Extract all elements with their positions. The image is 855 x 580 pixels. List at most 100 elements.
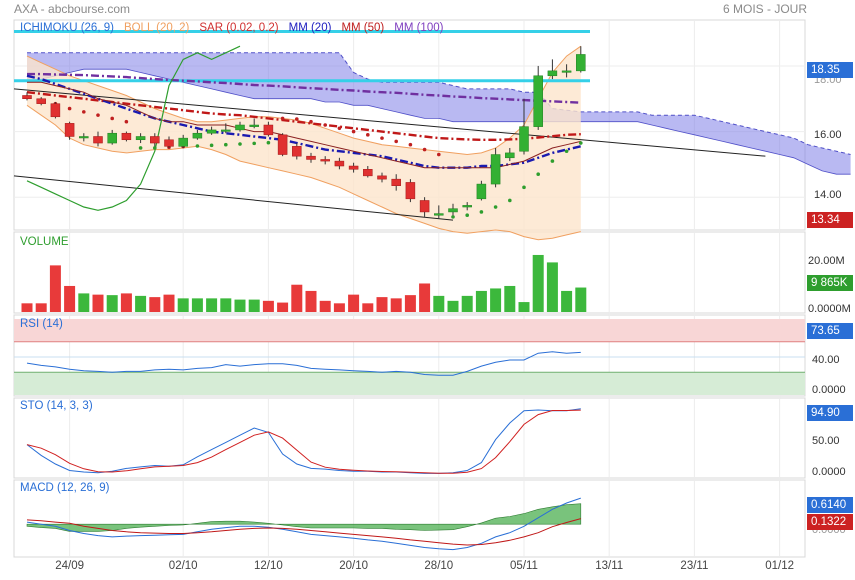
sar-dot [323, 123, 328, 127]
last-sto-tag: 94.90 [807, 405, 853, 421]
candle-body [121, 132, 132, 141]
candle-body [178, 137, 188, 147]
last-macd-signal-tag: 0.1322 [807, 514, 853, 530]
bollinger-band [27, 46, 581, 240]
sar-dot [124, 119, 129, 124]
candle-body [391, 178, 401, 186]
sar-dot [224, 142, 228, 147]
sar-dot [337, 126, 342, 131]
candle-body [519, 126, 529, 152]
legend-item-3[interactable]: MM (20) [288, 22, 332, 34]
candle-body [462, 205, 472, 208]
candle-body [505, 152, 515, 159]
sar-dot [82, 110, 86, 114]
volume-bar [376, 297, 388, 312]
candle-body [348, 165, 359, 170]
candle-body [533, 75, 543, 127]
legend-item-2[interactable]: SAR (0.02, 0.2) [199, 22, 279, 34]
volume-bar [518, 302, 530, 312]
volume-bar [191, 298, 203, 312]
sar-dot [252, 141, 256, 146]
last-rsi-tag: 73.65 [807, 323, 853, 339]
x-tick-label: 28/10 [424, 560, 454, 572]
panel-frame-macd [13, 479, 806, 558]
candle-body [93, 136, 103, 144]
volume-bar [532, 254, 544, 312]
legend-item-4[interactable]: MM (50) [341, 22, 385, 34]
sar-dot [579, 141, 583, 145]
bollinger-lower [26, 104, 581, 241]
volume-label: VOLUME [20, 236, 69, 248]
sar-dot [437, 152, 441, 157]
volume-bar [404, 295, 416, 312]
x-tick-label: 02/10 [168, 560, 198, 572]
rsi-overbought-zone [14, 319, 805, 342]
volume-bar [305, 290, 317, 312]
price-tick-14: 14.00 [814, 189, 842, 201]
candle-body [36, 98, 46, 104]
sar-dot [351, 129, 356, 134]
candle-body [135, 136, 146, 141]
legend-item-1[interactable]: BOLL (20, 2) [123, 22, 190, 34]
volume-bar [291, 284, 303, 312]
candle-body [150, 136, 160, 144]
candle-body [64, 123, 75, 137]
sar-dot [394, 139, 399, 144]
volume-bar [135, 295, 147, 312]
ichimoku-chikou [26, 45, 241, 211]
sar-dot [295, 117, 299, 121]
x-tick-label: 23/11 [680, 560, 709, 572]
price-tick-16: 16.00 [814, 129, 842, 141]
trendline-lower [13, 175, 454, 221]
panel-frame-price [13, 19, 806, 231]
sar-dot [550, 159, 555, 163]
trendline-upper [13, 88, 766, 157]
volume-bar [220, 298, 232, 312]
sar-dot [366, 133, 370, 137]
sar-dot [266, 140, 271, 145]
legend-item-5[interactable]: MM (100) [394, 22, 444, 34]
panel-frame-rsi [13, 314, 806, 397]
rsi-tick-40: 40.00 [812, 354, 840, 366]
candle-body [22, 95, 32, 99]
sar-dot [195, 144, 200, 148]
sar-dot [238, 142, 242, 146]
x-tick-label: 01/12 [765, 560, 794, 572]
sar-dot [493, 205, 498, 209]
sto-k-line [26, 408, 581, 474]
volume-bar [262, 300, 274, 312]
volume-bar [120, 293, 132, 312]
candle-body [419, 200, 430, 213]
volume-bar [319, 300, 331, 312]
mm100-line [27, 72, 581, 104]
sar-dot [522, 185, 526, 190]
candle-body [235, 124, 245, 131]
sar-dot [110, 116, 114, 121]
candle-body [192, 132, 203, 139]
volume-bar [490, 288, 502, 312]
x-tick-label: 05/11 [510, 560, 538, 572]
sar-dot [451, 215, 455, 219]
legend-item-0[interactable]: ICHIMOKU (26, 9) [20, 22, 114, 34]
candle-body [306, 155, 316, 160]
candle-body [334, 160, 345, 167]
last-price-tag: 18.35 [807, 62, 853, 78]
candle-body [277, 134, 288, 155]
candle-body [576, 54, 586, 72]
sar-dot [96, 113, 100, 117]
macd-label: MACD (12, 26, 9) [20, 482, 110, 494]
volume-bar [106, 295, 118, 312]
rsi-tick-0: 0.0000 [812, 384, 846, 396]
sar-dot [408, 142, 413, 147]
candle-body [263, 124, 274, 136]
period-selector[interactable]: 6 MOIS - JOUR [722, 2, 807, 16]
volume-bar [206, 298, 218, 312]
sto-tick-0: 0.0000 [812, 466, 846, 478]
volume-bar [333, 303, 345, 312]
candle-body [561, 70, 572, 73]
volume-bar [163, 294, 175, 312]
panel-frame-sto [13, 397, 806, 479]
candle-body [164, 139, 174, 147]
panel-frame-vol [13, 231, 806, 314]
